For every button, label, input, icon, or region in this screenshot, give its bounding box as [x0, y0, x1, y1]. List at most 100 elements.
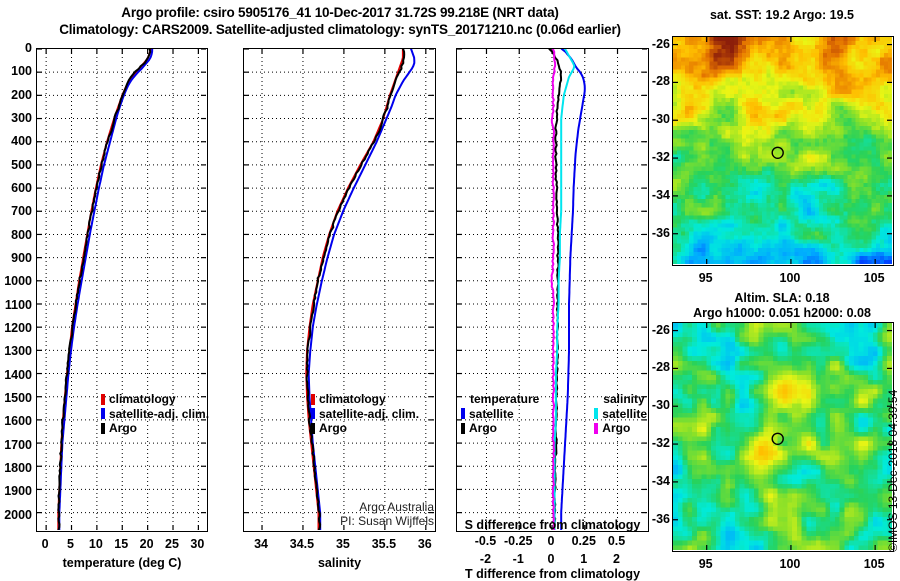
map-y-tick-label: -34 — [652, 188, 670, 202]
map-y-tick-label: -26 — [652, 323, 670, 337]
x-tick-label: -0.5 — [475, 534, 497, 548]
depth-tick-label: 500 — [11, 158, 32, 172]
x-tick-label: 105 — [864, 271, 885, 285]
legend-color-swatch — [461, 423, 465, 434]
x-tick-label: -2 — [480, 552, 491, 566]
sla-map-title: Altim. SLA: 0.18 Argo h1000: 0.051 h2000… — [668, 291, 896, 321]
x-tick-label: 25 — [165, 537, 179, 551]
salinity-axis-title: salinity — [243, 556, 436, 570]
legend-label: climatology — [319, 392, 386, 407]
x-tick-label: -0.25 — [504, 534, 533, 548]
map-y-tick-label: -28 — [652, 360, 670, 374]
legend-color-swatch — [594, 423, 598, 434]
depth-tick-label: 1700 — [4, 438, 32, 452]
x-tick-label: 34 — [254, 537, 268, 551]
map-y-tick-label: -28 — [652, 74, 670, 88]
legend-group-header: temperature — [461, 392, 539, 407]
x-tick-label: 34.5 — [290, 537, 314, 551]
map-y-tick-label: -30 — [652, 112, 670, 126]
legend-color-swatch — [101, 394, 105, 405]
x-tick-label: 20 — [140, 537, 154, 551]
depth-tick-label: 800 — [11, 228, 32, 242]
x-tick-label: 5 — [67, 537, 74, 551]
x-tick-label: 2 — [613, 552, 620, 566]
x-tick-label: 100 — [779, 557, 800, 571]
depth-tick-label: 900 — [11, 251, 32, 265]
depth-tick-label: 1900 — [4, 484, 32, 498]
x-tick-label: 0.5 — [608, 534, 625, 548]
temperature-axis-title: temperature (deg C) — [36, 556, 208, 570]
legend-item: Argo — [594, 421, 647, 436]
map-y-tick-label: -30 — [652, 398, 670, 412]
sla-title-line-2: Argo h1000: 0.051 h2000: 0.08 — [668, 306, 896, 321]
x-tick-label: 0 — [548, 552, 555, 566]
map-y-tick-label: -36 — [652, 226, 670, 240]
legend-item: climatology — [311, 392, 419, 407]
x-tick-label: 0 — [42, 537, 49, 551]
legend-label: satellite — [602, 407, 647, 422]
legend-item: satellite — [594, 407, 647, 422]
sst-map — [672, 36, 894, 266]
depth-tick-label: 0 — [25, 41, 32, 55]
depth-tick-label: 1500 — [4, 391, 32, 405]
x-tick-label: 95 — [699, 557, 713, 571]
depth-tick-label: 1000 — [4, 274, 32, 288]
title-line-2: Climatology: CARS2009. Satellite-adjuste… — [0, 21, 680, 38]
temperature-panel — [36, 48, 208, 532]
legend-item: Argo — [461, 421, 539, 436]
legend-item: Argo — [101, 421, 209, 436]
legend-label: Argo — [602, 421, 630, 436]
x-tick-label: 30 — [190, 537, 204, 551]
sla-map — [672, 322, 894, 552]
map-y-tick-label: -32 — [652, 150, 670, 164]
x-tick-label: 35.5 — [372, 537, 396, 551]
x-tick-label: -1 — [513, 552, 524, 566]
depth-tick-label: 600 — [11, 181, 32, 195]
x-tick-label: 36 — [418, 537, 432, 551]
legend-label: Argo — [109, 421, 137, 436]
salinity-panel — [243, 48, 436, 532]
depth-tick-label: 300 — [11, 111, 32, 125]
legend-label: satellite-adj. clim. — [319, 407, 419, 422]
difference-panel — [456, 48, 649, 532]
x-tick-label: 0.25 — [572, 534, 596, 548]
x-tick-label: 15 — [114, 537, 128, 551]
legend-item: Argo — [311, 421, 419, 436]
legend-color-swatch — [311, 394, 315, 405]
depth-tick-label: 200 — [11, 88, 32, 102]
depth-tick-label: 700 — [11, 204, 32, 218]
figure-title: Argo profile: csiro 5905176_41 10-Dec-20… — [0, 4, 680, 38]
depth-tick-label: 1800 — [4, 461, 32, 475]
x-tick-label: 0 — [548, 534, 555, 548]
map-y-tick-label: -36 — [652, 512, 670, 526]
legend-item: satellite — [461, 407, 539, 422]
legend-item: satellite-adj. clim. — [311, 407, 419, 422]
legend-label: climatology — [109, 392, 176, 407]
legend-item: satellite-adj. clim. — [101, 407, 209, 422]
x-tick-label: 105 — [864, 557, 885, 571]
depth-tick-label: 1300 — [4, 344, 32, 358]
legend-item: climatology — [101, 392, 209, 407]
legend-color-swatch — [101, 408, 105, 419]
sla-title-line-1: Altim. SLA: 0.18 — [668, 291, 896, 306]
legend-color-swatch — [461, 408, 465, 419]
x-tick-label: 100 — [779, 271, 800, 285]
x-tick-label: 10 — [89, 537, 103, 551]
difference-axis-title-salinity: S difference from climatology — [450, 518, 655, 532]
x-tick-label: 35 — [336, 537, 350, 551]
legend-color-swatch — [311, 408, 315, 419]
legend-label: Argo — [469, 421, 497, 436]
legend-label: satellite — [469, 407, 514, 422]
x-tick-label: 95 — [699, 271, 713, 285]
x-tick-label: 1 — [580, 552, 587, 566]
map-y-tick-label: -32 — [652, 436, 670, 450]
depth-tick-label: 1400 — [4, 368, 32, 382]
map-y-tick-label: -26 — [652, 37, 670, 51]
salinity-annotation: Argo Australia PI: Susan Wijffels — [296, 500, 434, 528]
map-y-tick-label: -34 — [652, 474, 670, 488]
depth-tick-label: 2000 — [4, 508, 32, 522]
legend-group-header: salinity — [594, 392, 647, 407]
